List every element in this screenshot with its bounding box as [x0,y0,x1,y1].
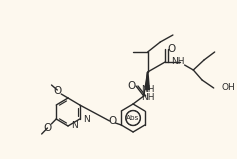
Text: O: O [168,44,176,54]
Polygon shape [145,72,150,90]
Text: O: O [127,81,135,91]
Text: Abs: Abs [126,115,140,121]
Text: N: N [71,121,78,131]
Text: NH: NH [171,58,185,66]
Text: N: N [83,114,89,124]
Text: NH: NH [141,86,154,94]
Text: O: O [53,86,61,96]
Text: O: O [109,116,117,126]
Text: OH: OH [222,83,235,93]
Text: NH: NH [141,93,154,101]
Text: O: O [43,123,52,133]
